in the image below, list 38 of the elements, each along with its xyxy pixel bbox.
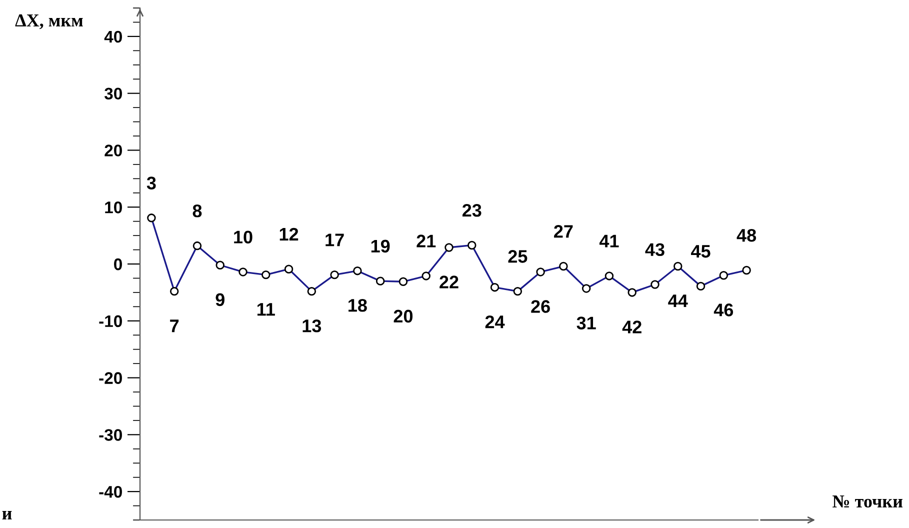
y-tick-label: 30 [104, 88, 122, 100]
y-tick-label: -10 [99, 315, 122, 328]
text: и [2, 511, 12, 520]
x-tick-label: 41 [599, 234, 619, 248]
x-tick-label: 43 [645, 243, 664, 256]
x-tick-label: 11 [257, 303, 275, 316]
x-tick-label: 12 [280, 228, 298, 240]
x-tick-label: 42 [622, 320, 642, 334]
y-axis-title: ΔX, мкм [15, 14, 83, 30]
x-tick-label: 21 [416, 234, 436, 248]
x-tick-label: 44 [668, 294, 688, 308]
y-tick-label: -40 [99, 486, 122, 498]
y-tick-label: 40 [104, 30, 122, 43]
x-tick-label: 25 [508, 250, 528, 263]
y-tick-label: 20 [104, 144, 122, 156]
x-tick-label: 9 [216, 293, 224, 306]
x-tick-label: 20 [394, 310, 413, 323]
x-tick-label: 3 [146, 176, 156, 190]
x-tick-label: 24 [485, 315, 505, 328]
x-tick-label: 22 [440, 276, 458, 288]
x-tick-label: 7 [170, 320, 179, 332]
y-tick-label: -20 [99, 372, 122, 384]
x-tick-label: 8 [192, 204, 202, 218]
x-tick-label: 27 [554, 225, 573, 238]
x-tick-label: 19 [371, 240, 390, 253]
x-axis-title: № точки [832, 496, 903, 508]
x-tick-label: 46 [714, 304, 734, 316]
x-tick-label: 23 [462, 204, 482, 217]
x-tick-label: 10 [234, 230, 252, 244]
x-tick-label: 45 [691, 245, 710, 258]
x-tick-label: 26 [531, 300, 550, 313]
x-tick-label: 48 [736, 228, 756, 242]
x-tick-label: 17 [326, 234, 344, 246]
y-tick-label: 0 [114, 258, 122, 270]
x-tick-label: 31 [576, 316, 596, 330]
x-tick-label: 18 [348, 299, 367, 312]
x-tick-label: 13 [302, 319, 322, 332]
y-tick-label: -30 [99, 429, 122, 441]
